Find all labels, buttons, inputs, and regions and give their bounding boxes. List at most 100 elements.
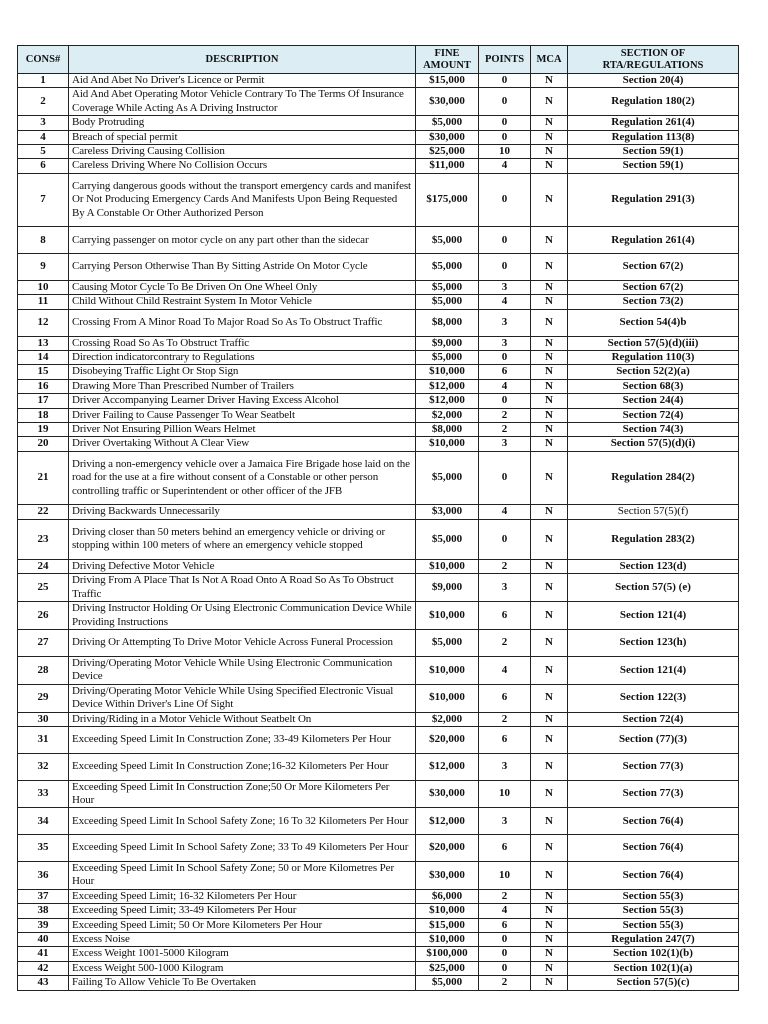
points-cell: 4: [478, 903, 531, 919]
cons-cell: 42: [17, 960, 69, 977]
points-cell: 4: [478, 655, 531, 685]
cons-cell: 11: [17, 294, 69, 310]
table-row: 24 Driving Defective Motor Vehicle $10,000…: [17, 559, 739, 575]
points-cell: 10: [478, 144, 531, 160]
section-cell: Section 52(2)(a): [567, 364, 739, 380]
header-mca: MCA: [530, 45, 568, 74]
points-cell: 3: [478, 807, 531, 836]
fine-amount-cell: $3,000: [415, 504, 479, 520]
description-cell: Exceeding Speed Limit In Construction Zo…: [68, 725, 416, 754]
points-cell: 0: [478, 393, 531, 409]
fine-amount-cell: $5,000: [415, 280, 479, 296]
cons-cell: 40: [17, 931, 69, 948]
header-section: SECTION OF RTA/REGULATIONS: [567, 45, 739, 74]
section-cell: Section 72(4): [567, 711, 739, 727]
points-cell: 3: [478, 308, 531, 337]
section-cell: Regulation 247(7): [567, 931, 739, 948]
cons-cell: 34: [17, 807, 69, 836]
points-cell: 0: [478, 72, 531, 89]
description-cell: Exceeding Speed Limit In School Safety Z…: [68, 860, 416, 890]
cons-cell: 37: [17, 888, 69, 905]
description-cell: Crossing From A Minor Road To Major Road…: [68, 308, 416, 337]
points-cell: 0: [478, 226, 531, 255]
fine-amount-cell: $9,000: [415, 335, 479, 352]
description-cell: Driving a non-emergency vehicle over a J…: [68, 450, 416, 506]
cons-cell: 35: [17, 834, 69, 862]
fine-amount-cell: $20,000: [415, 834, 479, 862]
header-cons: CONS#: [17, 45, 69, 74]
mca-cell: N: [530, 946, 568, 962]
points-cell: 6: [478, 917, 531, 933]
fine-amount-cell: $2,000: [415, 711, 479, 727]
fine-amount-cell: $11,000: [415, 158, 479, 174]
fine-amount-cell: $5,000: [415, 115, 479, 131]
points-cell: 0: [478, 172, 531, 228]
description-cell: Carrying dangerous goods without the tra…: [68, 172, 416, 228]
cons-cell: 3: [17, 115, 69, 131]
section-cell: Section 57(5)(c): [567, 975, 739, 991]
description-cell: Exceeding Speed Limit In School Safety Z…: [68, 807, 416, 836]
cons-cell: 31: [17, 725, 69, 754]
mca-cell: N: [530, 115, 568, 131]
mca-cell: N: [530, 960, 568, 977]
description-cell: Driving Backwards Unnecessarily: [68, 504, 416, 520]
table-row: 16 Drawing More Than Prescribed Number of…: [17, 378, 739, 395]
description-cell: Carrying passenger on motor cycle on any…: [68, 226, 416, 255]
points-cell: 2: [478, 888, 531, 905]
cons-cell: 21: [17, 450, 69, 506]
cons-cell: 7: [17, 172, 69, 228]
section-cell: Section 24(4): [567, 393, 739, 409]
description-cell: Body Protruding: [68, 115, 416, 131]
cons-cell: 41: [17, 946, 69, 962]
fine-amount-cell: $25,000: [415, 144, 479, 160]
description-cell: Driver Failing to Cause Passenger To Wea…: [68, 407, 416, 424]
description-cell: Causing Motor Cycle To Be Driven On One …: [68, 280, 416, 296]
points-cell: 4: [478, 378, 531, 395]
description-cell: Exceeding Speed Limit In Construction Zo…: [68, 779, 416, 809]
points-cell: 6: [478, 364, 531, 380]
header-fine: FINE AMOUNT: [415, 45, 479, 74]
points-cell: 0: [478, 450, 531, 506]
mca-cell: N: [530, 144, 568, 160]
description-cell: Driver Not Ensuring Pillion Wears Helmet: [68, 422, 416, 438]
table-row: 13 Crossing Road So As To Obstruct Traffi…: [17, 335, 739, 352]
description-cell: Driving/Riding in a Motor Vehicle Withou…: [68, 711, 416, 727]
mca-cell: N: [530, 280, 568, 296]
fine-amount-cell: $10,000: [415, 903, 479, 919]
mca-cell: N: [530, 518, 568, 561]
fine-amount-cell: $20,000: [415, 725, 479, 754]
section-cell: Section 73(2): [567, 294, 739, 310]
table-row: 7 Carrying dangerous goods without the tr…: [17, 172, 739, 228]
table-row: 11 Child Without Child Restraint System I…: [17, 294, 739, 310]
table-row: 36 Exceeding Speed Limit In School Safety…: [17, 860, 739, 890]
section-cell: Section 20(4): [567, 72, 739, 89]
fine-amount-cell: $5,000: [415, 518, 479, 561]
fine-amount-cell: $9,000: [415, 573, 479, 603]
description-cell: Driver Accompanying Learner Driver Havin…: [68, 393, 416, 409]
description-cell: Crossing Road So As To Obstruct Traffic: [68, 335, 416, 352]
fine-amount-cell: $5,000: [415, 253, 479, 282]
table-row: 34 Exceeding Speed Limit In School Safety…: [17, 807, 739, 836]
points-cell: 10: [478, 860, 531, 890]
table-row: 41 Excess Weight 1001-5000 Kilogram $100,0…: [17, 946, 739, 962]
cons-cell: 22: [17, 504, 69, 520]
description-cell: Driving Or Attempting To Drive Motor Veh…: [68, 629, 416, 657]
cons-cell: 4: [17, 129, 69, 146]
table-row: 5 Careless Driving Causing Collision $25,0…: [17, 144, 739, 160]
fine-amount-cell: $12,000: [415, 752, 479, 781]
mca-cell: N: [530, 335, 568, 352]
section-cell: Section 57(5) (e): [567, 573, 739, 603]
mca-cell: N: [530, 655, 568, 685]
section-cell: Section 57(5)(d)(i): [567, 436, 739, 452]
mca-cell: N: [530, 752, 568, 781]
mca-cell: N: [530, 711, 568, 727]
fine-amount-cell: $25,000: [415, 960, 479, 977]
description-cell: Driver Overtaking Without A Clear View: [68, 436, 416, 452]
section-cell: Section 55(3): [567, 888, 739, 905]
fine-amount-cell: $10,000: [415, 559, 479, 575]
fine-amount-cell: $15,000: [415, 917, 479, 933]
table-row: 31 Exceeding Speed Limit In Construction …: [17, 725, 739, 754]
table-row: 9 Carrying Person Otherwise Than By Sitti…: [17, 253, 739, 282]
points-cell: 6: [478, 601, 531, 631]
cons-cell: 2: [17, 87, 69, 117]
